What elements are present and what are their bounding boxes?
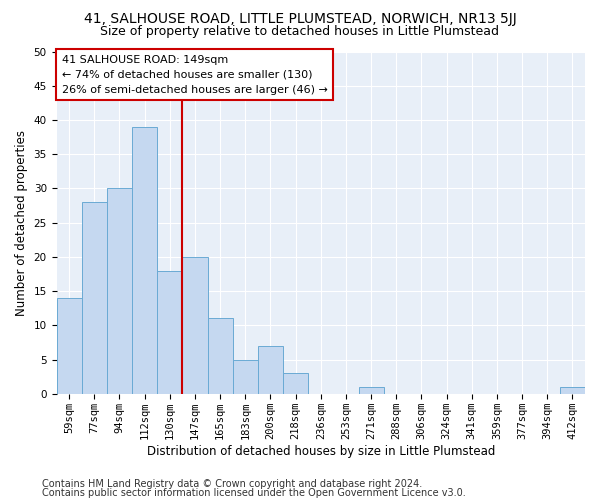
- Bar: [132, 127, 157, 394]
- Bar: [56, 298, 82, 394]
- Text: Size of property relative to detached houses in Little Plumstead: Size of property relative to detached ho…: [101, 25, 499, 38]
- Bar: [233, 360, 258, 394]
- Text: Contains public sector information licensed under the Open Government Licence v3: Contains public sector information licen…: [42, 488, 466, 498]
- Bar: [208, 318, 233, 394]
- Text: 41 SALHOUSE ROAD: 149sqm
← 74% of detached houses are smaller (130)
26% of semi-: 41 SALHOUSE ROAD: 149sqm ← 74% of detach…: [62, 55, 328, 94]
- Y-axis label: Number of detached properties: Number of detached properties: [15, 130, 28, 316]
- Text: 41, SALHOUSE ROAD, LITTLE PLUMSTEAD, NORWICH, NR13 5JJ: 41, SALHOUSE ROAD, LITTLE PLUMSTEAD, NOR…: [83, 12, 517, 26]
- Bar: [157, 270, 182, 394]
- Text: Contains HM Land Registry data © Crown copyright and database right 2024.: Contains HM Land Registry data © Crown c…: [42, 479, 422, 489]
- Bar: [258, 346, 283, 394]
- Bar: [283, 374, 308, 394]
- Bar: [82, 202, 107, 394]
- Bar: [182, 257, 208, 394]
- Bar: [359, 387, 383, 394]
- Bar: [107, 188, 132, 394]
- X-axis label: Distribution of detached houses by size in Little Plumstead: Distribution of detached houses by size …: [146, 444, 495, 458]
- Bar: [560, 387, 585, 394]
